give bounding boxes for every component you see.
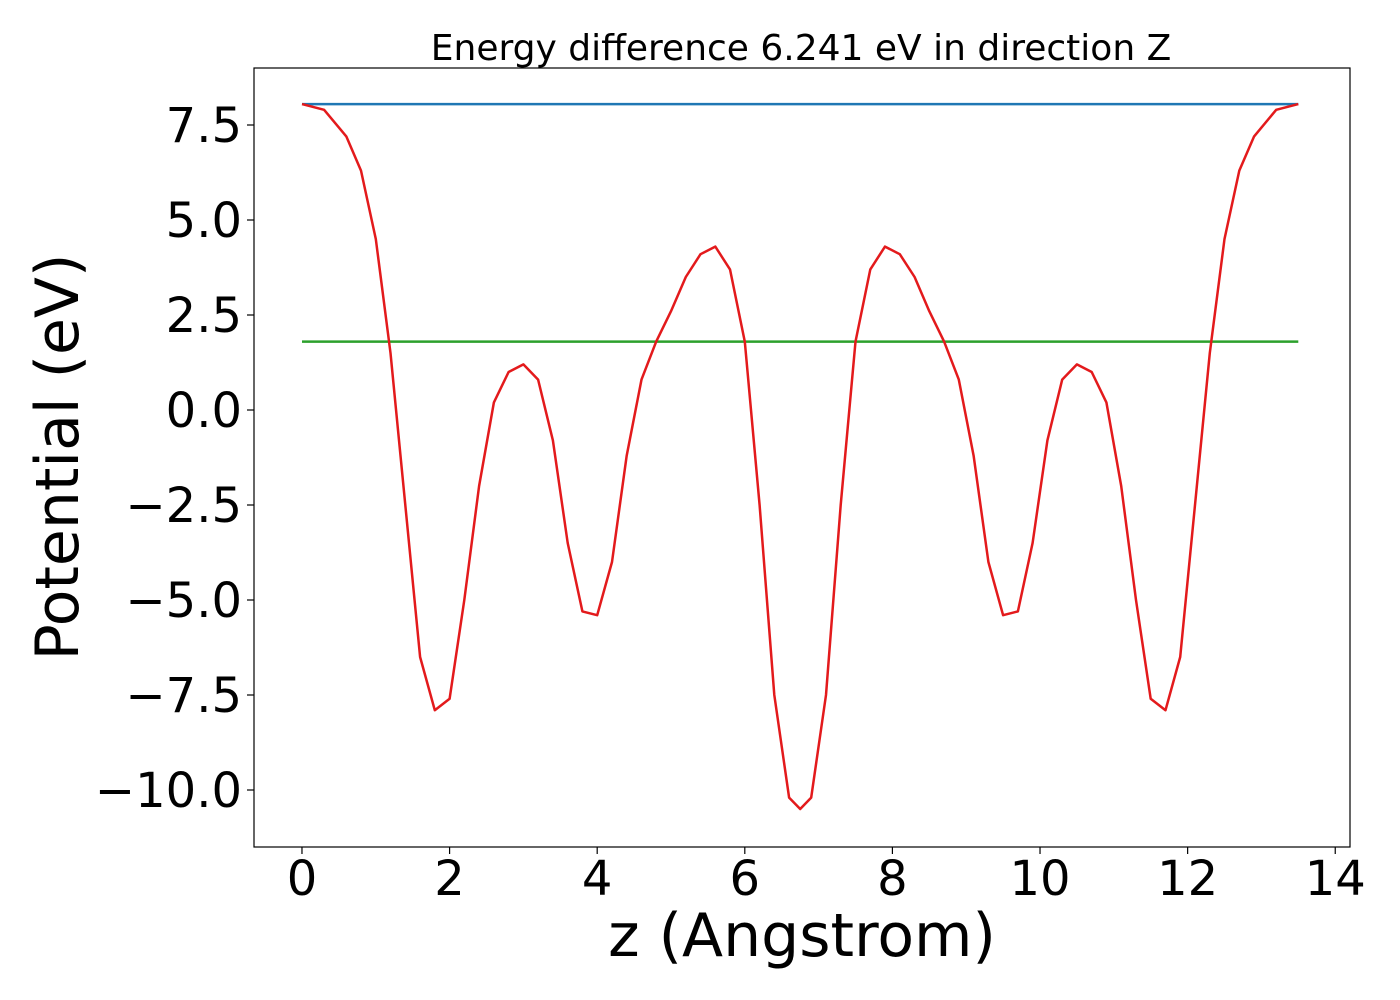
y-tick-label: −5.0 — [125, 573, 242, 629]
y-axis-label: Potential (eV) — [23, 254, 93, 661]
y-tick-label: 5.0 — [166, 193, 242, 249]
x-tick-label: 4 — [582, 851, 613, 907]
potential-curve — [301, 102, 1299, 811]
y-tick-label: −2.5 — [125, 478, 242, 534]
x-tick-label: 8 — [877, 851, 908, 907]
x-tick-label: 12 — [1157, 851, 1218, 907]
y-tick-label: 7.5 — [166, 98, 242, 154]
plot-frame — [253, 67, 1351, 848]
x-axis: 0 2 4 6 8 10 12 14 — [287, 847, 1366, 907]
x-tick-label: 2 — [434, 851, 465, 907]
x-tick-label: 10 — [1009, 851, 1070, 907]
x-tick-label: 6 — [730, 851, 761, 907]
x-tick-label: 0 — [287, 851, 318, 907]
x-axis-label: z (Angstrom) — [608, 901, 996, 971]
chart-title: Energy difference 6.241 eV in direction … — [431, 28, 1172, 69]
y-tick-label: 2.5 — [166, 288, 242, 344]
x-tick-label: 14 — [1305, 851, 1366, 907]
plot-lines — [301, 102, 1299, 811]
y-tick-label: −7.5 — [125, 668, 242, 724]
y-tick-label: 0.0 — [166, 383, 242, 439]
y-tick-label: −10.0 — [95, 763, 242, 819]
y-axis: −10.0 −7.5 −5.0 −2.5 0.0 2.5 5.0 7.5 — [95, 98, 254, 819]
